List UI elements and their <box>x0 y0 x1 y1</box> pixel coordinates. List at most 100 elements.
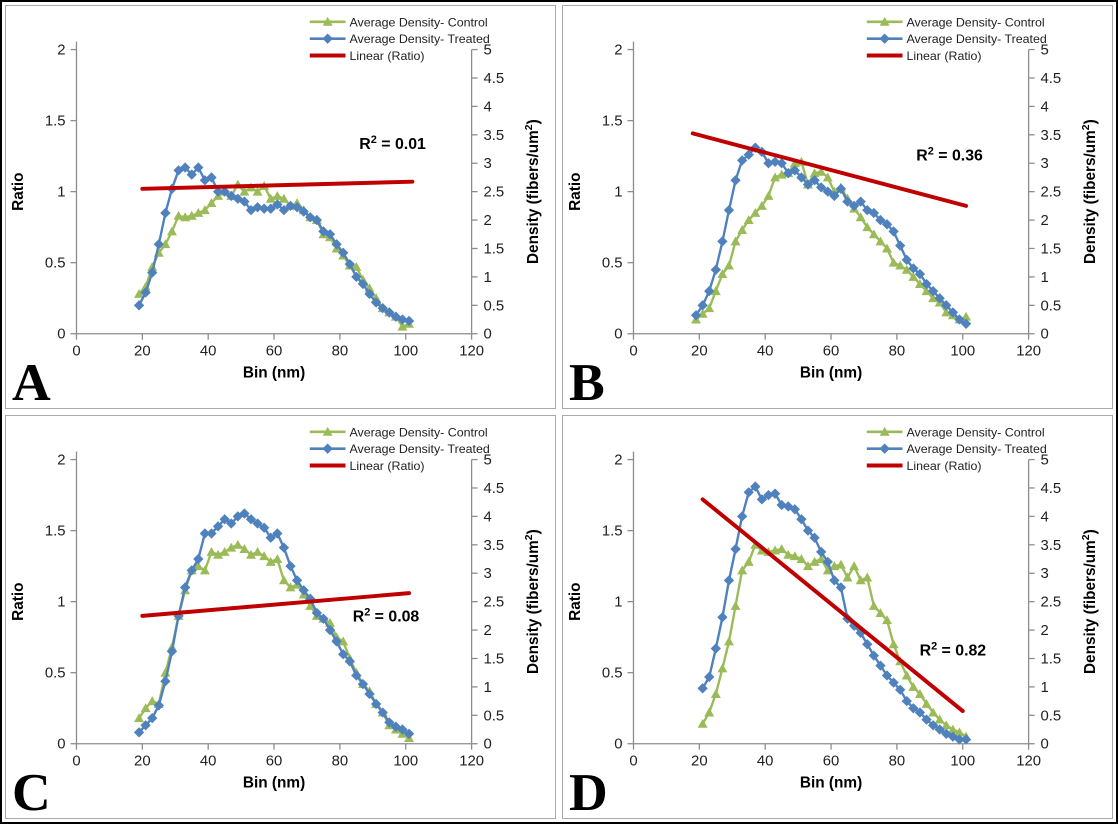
y-right-tick-label: 1.5 <box>484 241 505 257</box>
series-line <box>138 512 410 735</box>
diamond-marker <box>723 575 735 586</box>
y-left-axis-title: Ratio <box>10 172 27 210</box>
triangle-marker <box>252 546 263 556</box>
x-tick-label: 120 <box>459 344 484 360</box>
diamond-marker <box>179 582 191 593</box>
legend-label: Linear (Ratio) <box>906 459 981 473</box>
legend-item: Average Density- Treated <box>309 442 490 456</box>
legend-item: Average Density- Treated <box>866 32 1047 46</box>
diamond-marker <box>357 678 369 690</box>
triangle-marker <box>213 549 224 559</box>
trendline <box>700 497 965 714</box>
triangle-marker <box>796 554 807 563</box>
triangle-marker <box>901 264 912 274</box>
triangle-marker <box>882 243 892 253</box>
triangle-marker <box>305 600 316 610</box>
diamond-marker <box>278 542 290 553</box>
x-axis-title: Bin (nm) <box>243 364 305 381</box>
triangle-marker <box>193 208 204 217</box>
legend: Average Density- Control Average Density-… <box>866 425 1047 473</box>
y-left-axis-title: Ratio <box>567 582 584 620</box>
triangle-marker <box>809 556 820 566</box>
trendline <box>690 131 969 208</box>
series-line <box>695 146 967 325</box>
r-squared-annotation: R2 = 0.82 <box>920 641 987 660</box>
series-control <box>691 156 972 324</box>
y-right-tick-label: 3.5 <box>1041 128 1062 144</box>
legend-item: Linear (Ratio) <box>866 49 982 63</box>
diamond-marker <box>710 264 721 275</box>
legend-item: Linear (Ratio) <box>309 49 425 63</box>
diamond-marker <box>802 179 814 190</box>
x-tick-label: 120 <box>1016 344 1041 360</box>
diamond-marker <box>278 204 290 216</box>
diamond-marker <box>809 532 820 543</box>
panel-B: 0 0.5 1 1.5 2 0 0.5 1 1.5 2 2.5 3 3.5 4 4.5 5 0 20 40 60 80 1… <box>562 5 1113 409</box>
y-right-tick-label: 5 <box>484 43 492 59</box>
triangle-marker <box>875 236 886 246</box>
y-right-axis-title: Density (fibers/um2) <box>524 119 542 264</box>
diamond-marker <box>710 643 721 654</box>
legend: Average Density- Control Average Density-… <box>309 15 490 63</box>
y-right-tick-label: 3.5 <box>484 128 505 144</box>
legend-label: Linear (Ratio) <box>349 49 424 63</box>
diamond-marker <box>173 610 184 622</box>
y-right-tick-label: 2.5 <box>484 185 505 201</box>
x-tick-label: 100 <box>950 344 975 360</box>
y-left-tick-label: 0.5 <box>45 666 66 682</box>
panel-letter: B <box>569 352 605 408</box>
y-right-tick-label: 4.5 <box>1041 481 1062 497</box>
diamond-marker <box>809 175 820 186</box>
triangle-marker <box>882 615 892 625</box>
diamond-marker <box>324 624 336 636</box>
triangle-marker <box>167 226 177 236</box>
diamond-marker <box>153 700 164 711</box>
triangle-marker <box>226 542 237 552</box>
y-right-axis-title: Density (fibers/um2) <box>1081 529 1099 674</box>
x-axis-title: Bin (nm) <box>800 774 862 791</box>
legend-item: Average Density- Control <box>309 425 488 439</box>
y-right-tick-label: 3 <box>484 566 492 582</box>
x-tick-label: 40 <box>757 754 774 770</box>
triangle-marker <box>921 699 932 708</box>
diamond-marker <box>160 676 171 687</box>
legend: Average Density- Control Average Density-… <box>866 15 1047 63</box>
diamond-marker <box>212 186 224 197</box>
diamond-marker <box>816 182 827 193</box>
y-right-tick-label: 3 <box>1041 156 1049 172</box>
triangle-marker <box>724 260 734 270</box>
axes <box>70 41 478 340</box>
y-left-axis-title: Ratio <box>10 582 27 620</box>
triangle-marker <box>914 689 925 698</box>
panel-C: 0 0.5 1 1.5 2 0 0.5 1 1.5 2 2.5 3 3.5 4 4.5 5 0 20 40 60 80 1… <box>5 415 556 819</box>
legend-label: Average Density- Treated <box>349 442 489 456</box>
diamond-marker <box>730 543 741 555</box>
diamond-marker <box>934 293 945 304</box>
x-tick-label: 120 <box>1016 754 1041 770</box>
y-right-tick-label: 1.5 <box>1041 241 1062 257</box>
triangle-marker <box>803 561 813 571</box>
triangle-marker <box>822 172 833 182</box>
y-right-axis-title: Density (fibers/um2) <box>524 529 542 674</box>
x-tick-label: 80 <box>332 754 349 770</box>
y-right-tick-label: 3.5 <box>1041 538 1062 554</box>
diamond-marker <box>697 683 708 694</box>
diamond-marker <box>954 734 965 745</box>
legend-diamond-icon <box>322 33 333 44</box>
triangle-marker <box>816 554 827 563</box>
triangle-marker <box>252 186 263 196</box>
triangle-marker <box>272 554 283 563</box>
triangle-marker <box>219 546 230 556</box>
legend-label: Linear (Ratio) <box>349 459 424 473</box>
legend-item: Linear (Ratio) <box>866 459 982 473</box>
y-right-tick-label: 5 <box>484 453 492 469</box>
r-squared-annotation: R2 = 0.08 <box>353 607 420 626</box>
diamond-marker <box>875 214 886 226</box>
diamond-marker <box>769 488 781 499</box>
legend-label: Average Density- Control <box>349 425 487 439</box>
y-right-tick-label: 4 <box>484 509 492 525</box>
y-right-tick-label: 4 <box>1041 99 1049 115</box>
y-right-tick-label: 4.5 <box>484 481 505 497</box>
y-right-tick-label: 4 <box>1041 509 1049 525</box>
